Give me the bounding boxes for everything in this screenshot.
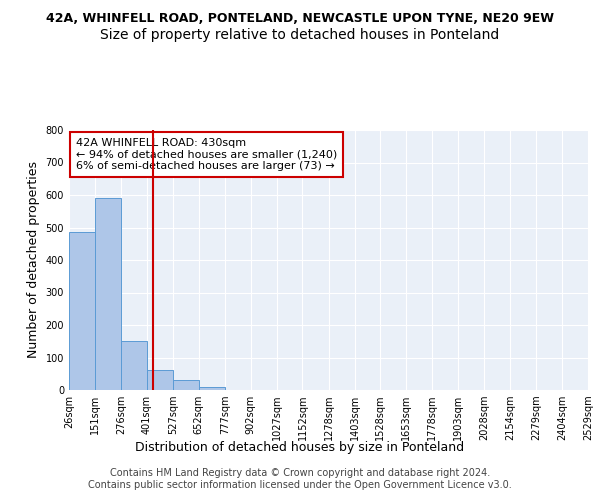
Bar: [121, 341, 147, 390]
Y-axis label: Number of detached properties: Number of detached properties: [27, 162, 40, 358]
Bar: [95, 198, 121, 390]
Text: 42A, WHINFELL ROAD, PONTELAND, NEWCASTLE UPON TYNE, NE20 9EW: 42A, WHINFELL ROAD, PONTELAND, NEWCASTLE…: [46, 12, 554, 26]
Text: Size of property relative to detached houses in Ponteland: Size of property relative to detached ho…: [100, 28, 500, 42]
Text: Contains HM Land Registry data © Crown copyright and database right 2024.: Contains HM Land Registry data © Crown c…: [110, 468, 490, 477]
Bar: [147, 370, 173, 390]
Bar: [199, 387, 225, 390]
Text: Contains public sector information licensed under the Open Government Licence v3: Contains public sector information licen…: [88, 480, 512, 490]
Bar: [69, 232, 95, 390]
Bar: [173, 380, 199, 390]
Text: 42A WHINFELL ROAD: 430sqm
← 94% of detached houses are smaller (1,240)
6% of sem: 42A WHINFELL ROAD: 430sqm ← 94% of detac…: [76, 138, 337, 171]
Text: Distribution of detached houses by size in Ponteland: Distribution of detached houses by size …: [136, 441, 464, 454]
